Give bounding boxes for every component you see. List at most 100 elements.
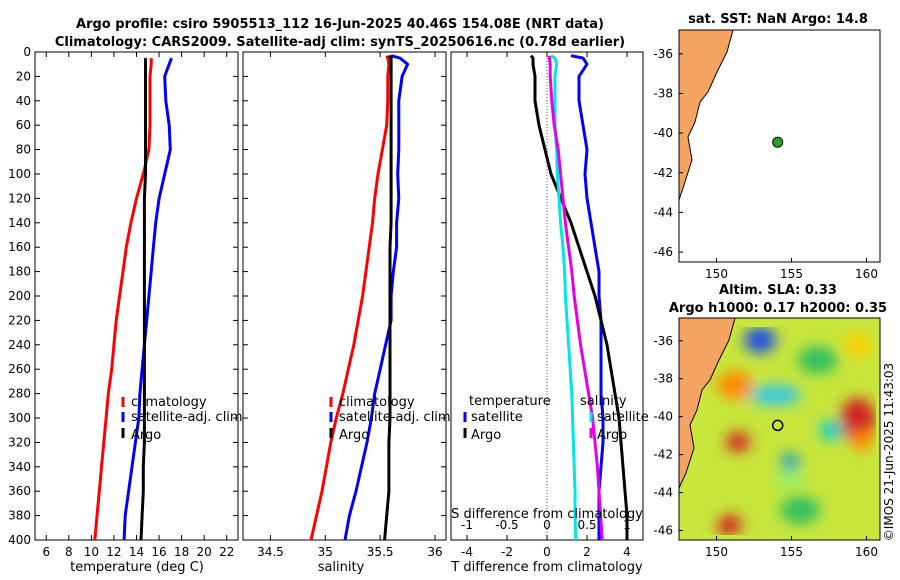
y-tick-label: 80 [16,143,31,157]
map-y-tick-label: -46 [653,245,673,259]
map-x-tick-label: 155 [780,267,803,281]
y-tick-label: 180 [8,265,31,279]
legend-label-t-argo: Argo [471,428,501,443]
map-y-tick-label: -42 [653,448,673,462]
x-tick-label: 35 [318,545,333,559]
s-difference-x-label: S difference from climatology [451,507,643,522]
sla-map-title-line2: Argo h1000: 0.17 h2000: 0.35 [669,301,887,316]
map-y-tick-label: -46 [653,524,673,538]
map-y-tick-label: -36 [653,334,673,348]
sst-map-title: sat. SST: NaN Argo: 14.8 [688,12,868,27]
y-tick-label: 360 [8,484,31,498]
temperature-y-ticks: 0 20 40 60 80 100 120 140 160 180 200 220 240 260 280 3… [8,45,238,547]
y-tick-label: 40 [16,94,31,108]
x-tick-label: 14 [129,545,144,559]
sla-field [679,318,880,540]
sla-map-coastline [679,318,736,489]
map-y-tick-label: -42 [653,166,673,180]
temperature-axes-frame [34,51,239,541]
sst-map-frame [678,29,881,263]
y-tick-label: 220 [8,313,31,327]
sla-map-ticks: 150 155 160 -36 -38 -40 -42 -44 -46 [653,334,878,559]
map-x-tick-label: 150 [705,545,728,559]
series-line-salinity-satellite [550,54,578,540]
x-tick-label: -4 [461,545,473,559]
legend-label-s-argo: Argo [597,428,627,443]
y-tick-label: 300 [8,411,31,425]
map-y-tick-label: -38 [653,86,673,100]
difference-series [529,54,629,540]
sla-blob [780,496,820,524]
x-tick-label: 6 [42,545,50,559]
legend-header-salinity: salinity [580,394,627,409]
legend-label-satellite: satellite-adj. clim [131,410,243,425]
y-tick-label: 20 [16,69,31,83]
imos-credit: ©IMOS 21-Jun-2025 11:43:03 [882,363,896,541]
series-line-satellite-adj-clim [122,57,173,540]
series-line-argo [383,54,393,540]
salinity-axes-frame [242,51,447,541]
temperature-x-label: temperature (deg C) [70,560,204,575]
y-tick-label: 400 [8,533,31,547]
y-tick-label: 140 [8,216,31,230]
sla-blob [714,515,742,535]
map-x-tick-label: 160 [855,545,878,559]
x-tick-label: 8 [65,545,73,559]
sla-blob [844,333,872,357]
x-tick-label: 2 [583,545,591,559]
sla-anomaly-blobs [686,327,876,535]
series-line-climatology [309,55,391,540]
x-tick-label: -2 [501,545,513,559]
sla-blob [744,327,776,353]
x-tick-label: 34.5 [257,545,284,559]
legend-label-argo: Argo [339,428,369,443]
map-x-tick-label: 150 [705,267,728,281]
y-tick-label: 340 [8,460,31,474]
map-x-tick-label: 155 [780,545,803,559]
argo-float-marker-sla [771,419,784,432]
y-tick-label: 240 [8,338,31,352]
sla-blob [798,346,838,374]
legend-label-argo: Argo [131,428,161,443]
difference-legend: temperature salinity satellite Argo sate… [463,394,649,443]
map-y-tick-label: -44 [653,486,673,500]
x-tick-label: 4 [623,545,631,559]
y-tick-label: 380 [8,509,31,523]
y-tick-label: 120 [8,191,31,205]
sla-map-panel: Altim. SLA: 0.33 Argo h1000: 0.17 h2000:… [653,283,887,559]
sst-map-ticks: 150 155 160 -36 -38 -40 -42 -44 -46 [653,47,878,281]
series-line-argo [139,58,147,540]
legend-label-satellite: satellite-adj. clim [339,410,451,425]
legend-label-t-satellite: satellite [471,410,523,425]
sst-map-coastline [678,29,734,201]
x-tick-label: 20 [197,545,212,559]
x-tick-label: 12 [106,545,121,559]
sla-blob [749,385,801,405]
map-y-tick-label: -44 [653,205,673,219]
salinity-series [309,54,410,540]
y-tick-label: 0 [23,45,31,59]
temperature-legend: climatology satellite-adj. clim Argo [121,395,243,443]
salinity-y-ticks [243,51,446,541]
sla-blob [780,453,800,471]
map-x-tick-label: 160 [855,267,878,281]
sla-map-frame [678,317,881,541]
x-tick-label: 0 [543,545,551,559]
y-tick-label: 200 [8,289,31,303]
sst-map-panel: sat. SST: NaN Argo: 14.8 150 155 160 -36 -38… [653,12,881,281]
series-line-temperature-argo [529,54,629,540]
s-tick-label: -0.5 [495,518,518,532]
legend-header-temperature: temperature [469,394,551,409]
s-tick-label: 0 [543,518,551,532]
temperature-panel: 0 20 40 60 80 100 120 140 160 180 200 220 240 260 280 3… [8,45,243,575]
salinity-x-ticks: 34.5 35 35.5 36 [257,52,443,559]
legend-label-climatology: climatology [131,395,207,410]
map-y-tick-label: -36 [653,47,673,61]
legend-label-s-satellite: satellite [597,410,649,425]
y-tick-label: 280 [8,387,31,401]
sla-blob [726,432,750,452]
sla-blob [774,470,806,490]
difference-panel: -4 -2 0 2 4 -1 -0.5 0 0.5 1 T difference from cl… [450,51,649,575]
sla-map-title-line1: Altim. SLA: 0.33 [719,283,837,298]
